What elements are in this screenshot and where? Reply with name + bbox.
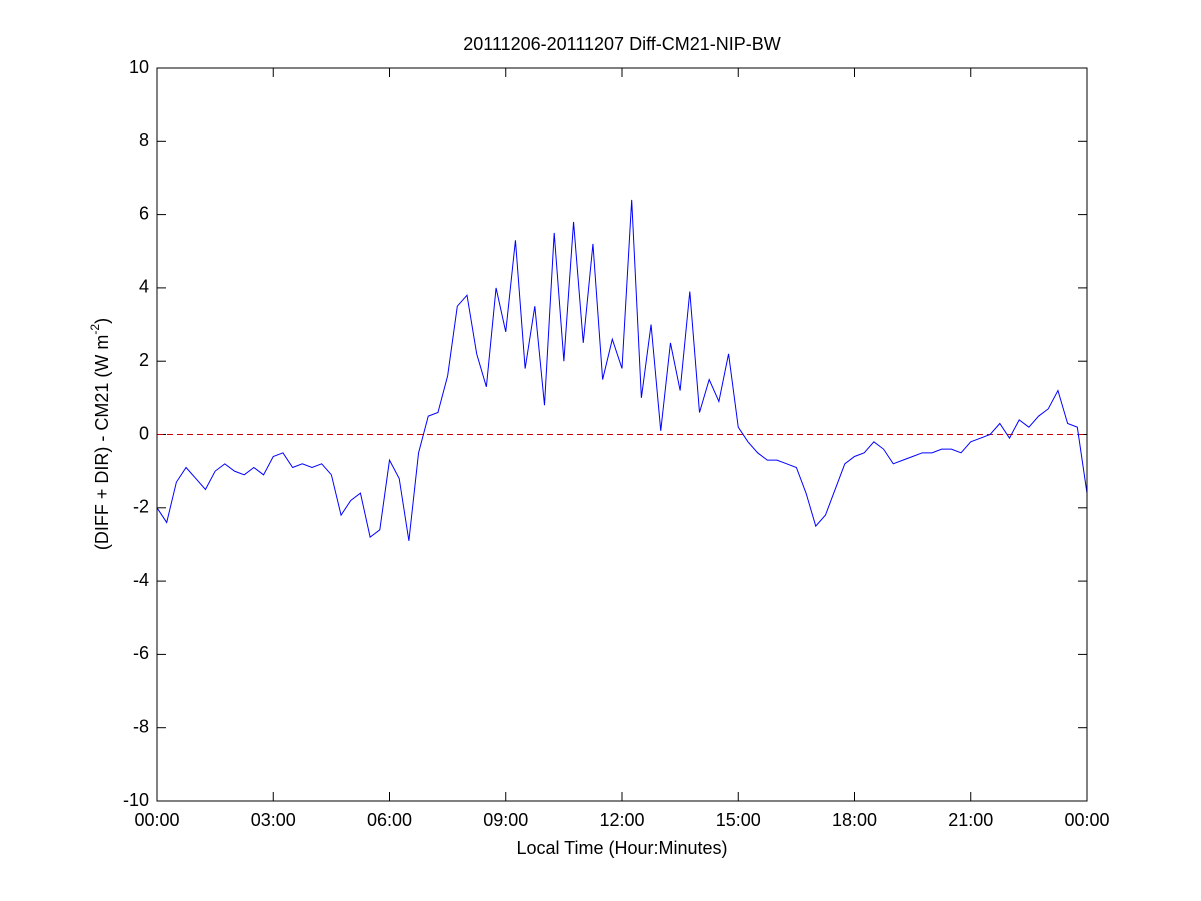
x-tick-label: 00:00	[1064, 810, 1109, 830]
y-tick-label: -4	[133, 570, 149, 590]
x-tick-label: 00:00	[134, 810, 179, 830]
x-tick-label: 06:00	[367, 810, 412, 830]
x-tick-label: 18:00	[832, 810, 877, 830]
y-tick-label: 8	[139, 130, 149, 150]
data-line	[156, 199, 1088, 541]
y-tick-label: 4	[139, 277, 149, 297]
y-tick-label: -8	[133, 716, 149, 736]
y-tick-label: 0	[139, 423, 149, 443]
x-tick-label: 03:00	[251, 810, 296, 830]
y-tick-label: -6	[133, 643, 149, 663]
y-tick-label: 6	[139, 203, 149, 223]
x-tick-label: 15:00	[716, 810, 761, 830]
x-tick-label: 21:00	[948, 810, 993, 830]
y-axis-label-main: (DIFF + DIR) - CM21 (W m	[92, 335, 112, 550]
y-tick-label: 2	[139, 350, 149, 370]
y-tick-label: -2	[133, 497, 149, 517]
x-tick-label: 12:00	[599, 810, 644, 830]
y-tick-label: -10	[123, 790, 149, 810]
y-tick-label: 10	[129, 57, 149, 77]
y-axis-label: (DIFF + DIR) - CM21 (W m-2)	[88, 318, 112, 550]
plot-frame	[156, 67, 1088, 802]
chart-title: 20111206-20111207 Diff-CM21-NIP-BW	[463, 34, 781, 54]
y-axis-label-sup: -2	[88, 324, 102, 335]
x-tick-label: 09:00	[483, 810, 528, 830]
y-axis-label-end: )	[92, 318, 112, 324]
x-axis-label: Local Time (Hour:Minutes)	[516, 838, 727, 858]
